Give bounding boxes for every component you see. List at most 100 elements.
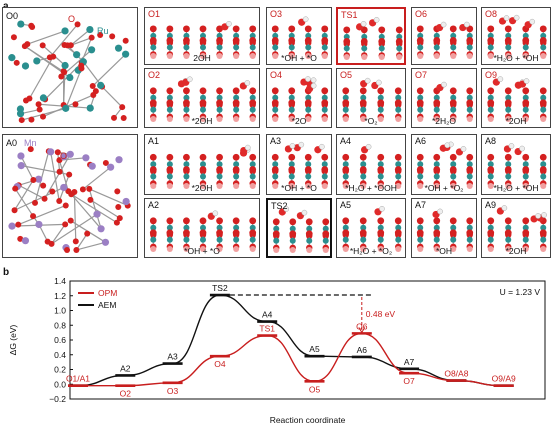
oxygen-atom (183, 99, 190, 107)
subsurface-oxygen (233, 183, 240, 189)
oxygen-atom (433, 153, 441, 161)
oxygen-atom (395, 26, 403, 34)
subsurface-oxygen (377, 246, 384, 252)
oxygen-atom (54, 149, 61, 156)
subsurface-oxygen (505, 246, 512, 252)
metal-atom (522, 106, 529, 113)
hydrogen-atom (379, 205, 385, 212)
metal-atom (115, 156, 123, 164)
snapshot-caption: *H₂O + *OH (493, 183, 539, 193)
subsurface-oxygen (433, 246, 440, 252)
molecule-image (149, 20, 257, 59)
hydrogen-atom (310, 82, 317, 89)
point-label-o2: O2 (120, 389, 132, 399)
oxygen-atom (359, 217, 367, 225)
metal-atom (433, 32, 440, 39)
oxygen-atom (449, 229, 457, 237)
metal-atom (61, 61, 69, 70)
subsurface-oxygen (166, 53, 173, 59)
oxygen-atom (304, 25, 312, 33)
snapshot-caption: *OH + *O₂ (424, 183, 464, 193)
snapshot-caption: *OH + *O (281, 53, 317, 63)
metal-atom (433, 173, 440, 180)
metal-atom (272, 44, 279, 51)
subsurface-oxygen (249, 183, 256, 189)
metal-atom (249, 32, 256, 39)
oxygen-atom (378, 26, 386, 34)
point-label-ts1: TS1 (259, 324, 275, 334)
oxygen-atom (183, 166, 190, 173)
snapshot-label: A2 (148, 200, 160, 210)
metal-atom (433, 224, 440, 231)
subsurface-oxygen (522, 116, 529, 122)
metal-atom (342, 173, 349, 180)
oxygen-atom (249, 217, 257, 225)
hydrogen-atom (283, 206, 290, 212)
metal-atom (466, 224, 473, 231)
metal-atom (233, 32, 240, 39)
metal-atom (272, 32, 279, 39)
oxygen-atom (433, 166, 441, 173)
molecule-image (271, 141, 329, 189)
subsurface-oxygen (522, 246, 529, 252)
series-line-aem (77, 294, 504, 387)
snapshot-label: A5 (340, 200, 352, 210)
snapshot-label: A9 (485, 200, 497, 210)
subsurface-oxygen (305, 116, 312, 122)
snapshot-caption: *2OH (191, 116, 213, 126)
metal-atom (249, 173, 256, 180)
oxygen-atom (304, 37, 312, 44)
oxygen-atom (416, 99, 424, 107)
metal-atom (450, 224, 457, 231)
oxygen-atom (522, 37, 530, 44)
oxygen-atom (342, 153, 350, 161)
metal-atom (360, 106, 367, 113)
molecule-image (149, 76, 257, 122)
oxygen-atom (183, 153, 190, 161)
oxygen-atom (84, 230, 91, 237)
subsurface-oxygen (433, 53, 440, 59)
subsurface-oxygen (216, 53, 223, 59)
oxygen-atom (166, 153, 174, 161)
molecule-image (487, 205, 547, 252)
molecule-image (343, 16, 403, 60)
metal-atom (166, 106, 173, 113)
oxygen-atom (199, 87, 207, 95)
hydrogen-atom (529, 18, 536, 25)
oxygen-atom (17, 235, 24, 242)
metal-atom (166, 32, 173, 39)
oxygen-atom (199, 229, 207, 237)
oxygen-atom (32, 199, 39, 206)
snapshot-a7: A7 *OH (411, 198, 477, 258)
metal-atom (216, 173, 223, 180)
snapshot-label: O2 (148, 70, 161, 80)
snapshot-label: A4 (340, 136, 352, 146)
hydrogen-atom (460, 146, 467, 152)
oxygen-atom (44, 238, 51, 245)
metal-atom (540, 32, 547, 39)
oxygen-atom (56, 198, 63, 205)
oxygen-atom (304, 166, 312, 173)
subsurface-oxygen (395, 246, 402, 252)
oxygen-atom (113, 219, 120, 226)
metal-atom (305, 161, 312, 168)
snapshot-label: A3 (270, 136, 282, 146)
snapshot-a5: A5 *H₂O + *O₂ (336, 198, 406, 258)
molecule-image (487, 143, 547, 189)
hydrogen-atom (497, 76, 504, 82)
oxygen-atom (322, 230, 330, 238)
oxygen-atom (30, 213, 37, 220)
subsurface-oxygen (273, 247, 280, 253)
oxygen-atom (115, 203, 122, 210)
oxygen-atom (321, 87, 329, 95)
metal-atom (487, 32, 494, 39)
metal-atom (305, 32, 312, 39)
oxygen-atom (149, 153, 157, 161)
molecule-image (487, 14, 547, 59)
metal-atom (33, 57, 41, 65)
oxygen-atom (216, 166, 223, 173)
metal-atom (396, 45, 403, 52)
molecule-image (149, 144, 257, 189)
snapshot-label: O8 (485, 9, 498, 19)
subsurface-oxygen (249, 246, 256, 252)
